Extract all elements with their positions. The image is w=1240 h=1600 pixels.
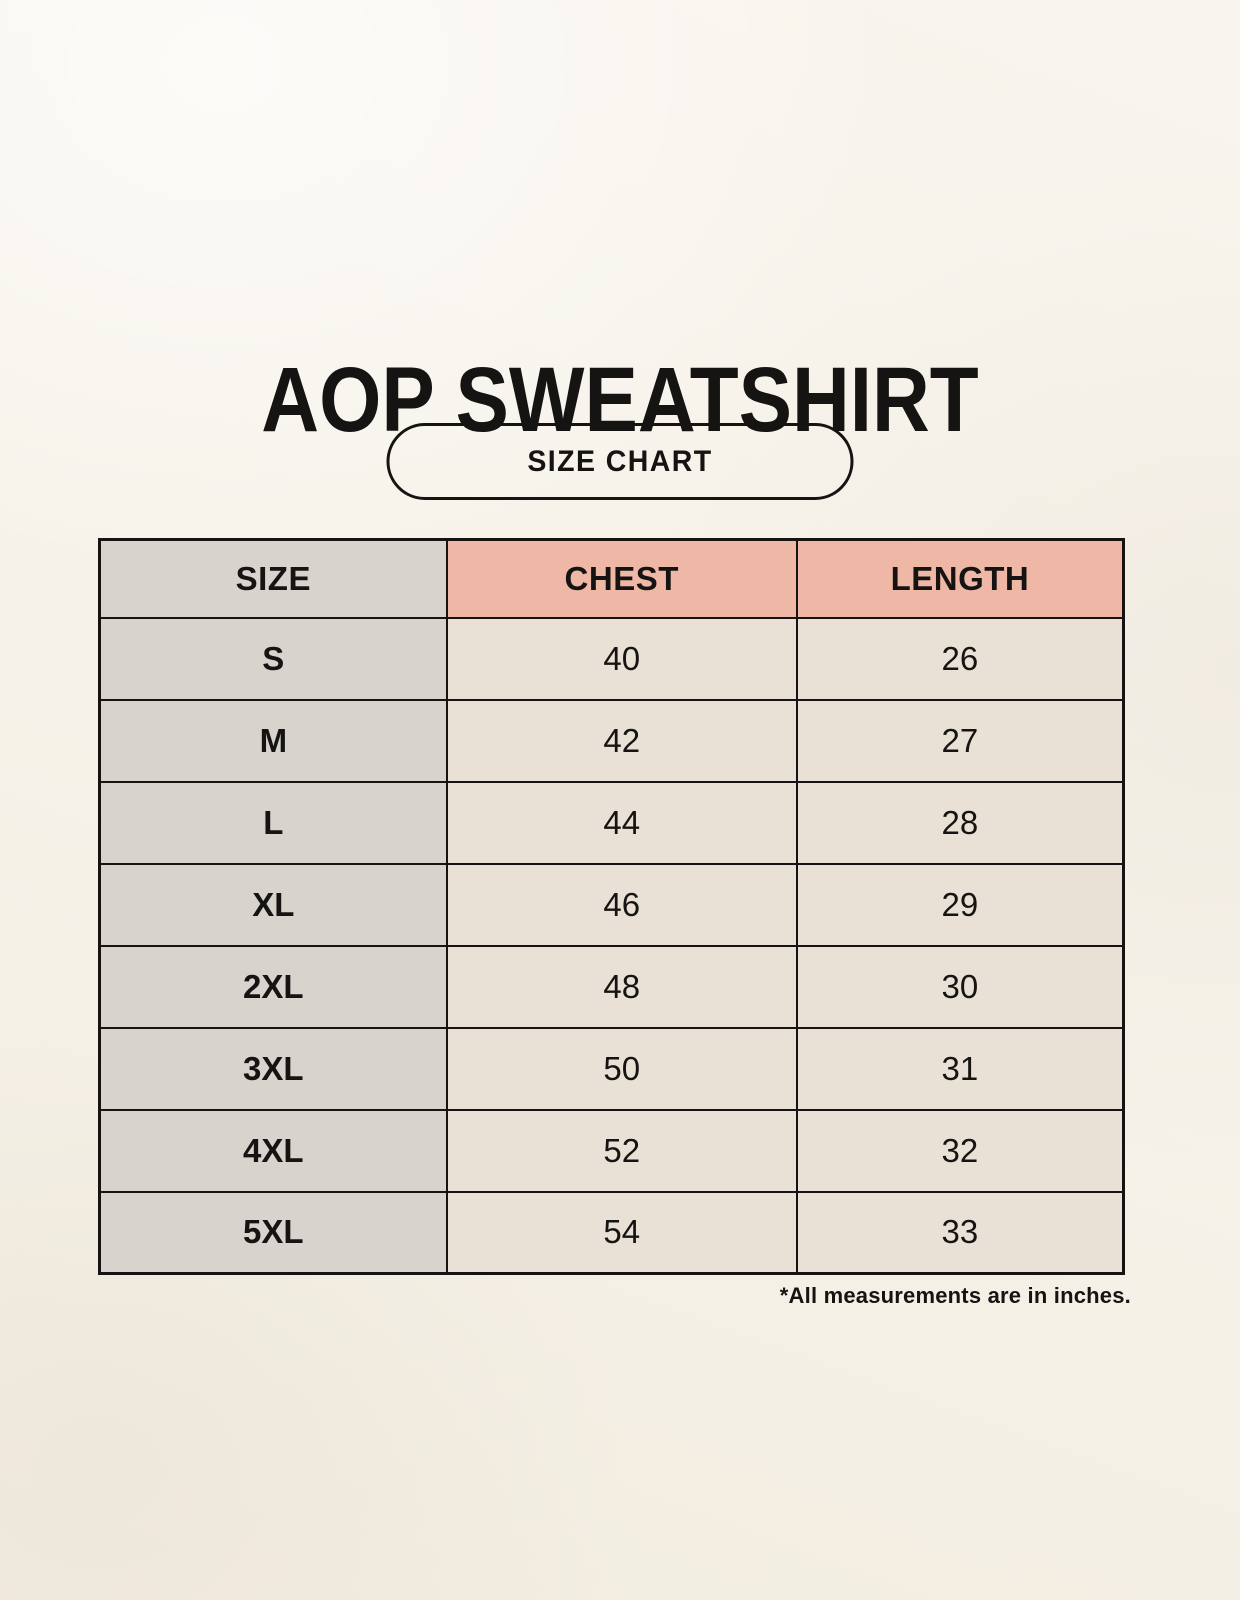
size-label: 3XL (98, 1026, 448, 1111)
column-header-size: SIZE (98, 538, 448, 619)
length-value: 27 (795, 698, 1125, 783)
chest-value: 46 (445, 862, 798, 947)
table-row: 4XL 52 32 (98, 1108, 1125, 1193)
length-value: 29 (795, 862, 1125, 947)
column-header-length: LENGTH (795, 538, 1125, 619)
table-row: 3XL 50 31 (98, 1026, 1125, 1111)
size-chart-badge-label: SIZE CHART (527, 444, 713, 478)
table-row: M 42 27 (98, 698, 1125, 783)
page-title: AOP SWEATSHIRT (261, 348, 979, 451)
chest-value: 48 (445, 944, 798, 1029)
size-chart-badge: SIZE CHART (386, 423, 854, 500)
chest-value: 40 (445, 616, 798, 701)
size-label: M (98, 698, 448, 783)
chest-value: 44 (445, 780, 798, 865)
size-label: 4XL (98, 1108, 448, 1193)
size-label: 2XL (98, 944, 448, 1029)
size-label: XL (98, 862, 448, 947)
chest-value: 42 (445, 698, 798, 783)
size-label: 5XL (98, 1190, 448, 1275)
size-label: L (98, 780, 448, 865)
chest-value: 52 (445, 1108, 798, 1193)
length-value: 28 (795, 780, 1125, 865)
length-value: 31 (795, 1026, 1125, 1111)
table-header-row: SIZE CHEST LENGTH (98, 538, 1125, 619)
size-label: S (98, 616, 448, 701)
size-table-container: SIZE CHEST LENGTH S 40 26 M 42 27 L 44 2… (98, 538, 1125, 1275)
length-value: 30 (795, 944, 1125, 1029)
table-row: L 44 28 (98, 780, 1125, 865)
measurements-footnote: *All measurements are in inches. (779, 1283, 1131, 1308)
table-row: 2XL 48 30 (98, 944, 1125, 1029)
length-value: 33 (795, 1190, 1125, 1275)
chest-value: 50 (445, 1026, 798, 1111)
length-value: 26 (795, 616, 1125, 701)
size-table: SIZE CHEST LENGTH S 40 26 M 42 27 L 44 2… (98, 538, 1125, 1275)
chest-value: 54 (445, 1190, 798, 1275)
table-row: XL 46 29 (98, 862, 1125, 947)
column-header-chest: CHEST (445, 538, 798, 619)
length-value: 32 (795, 1108, 1125, 1193)
table-row: 5XL 54 33 (98, 1190, 1125, 1275)
table-row: S 40 26 (98, 616, 1125, 701)
